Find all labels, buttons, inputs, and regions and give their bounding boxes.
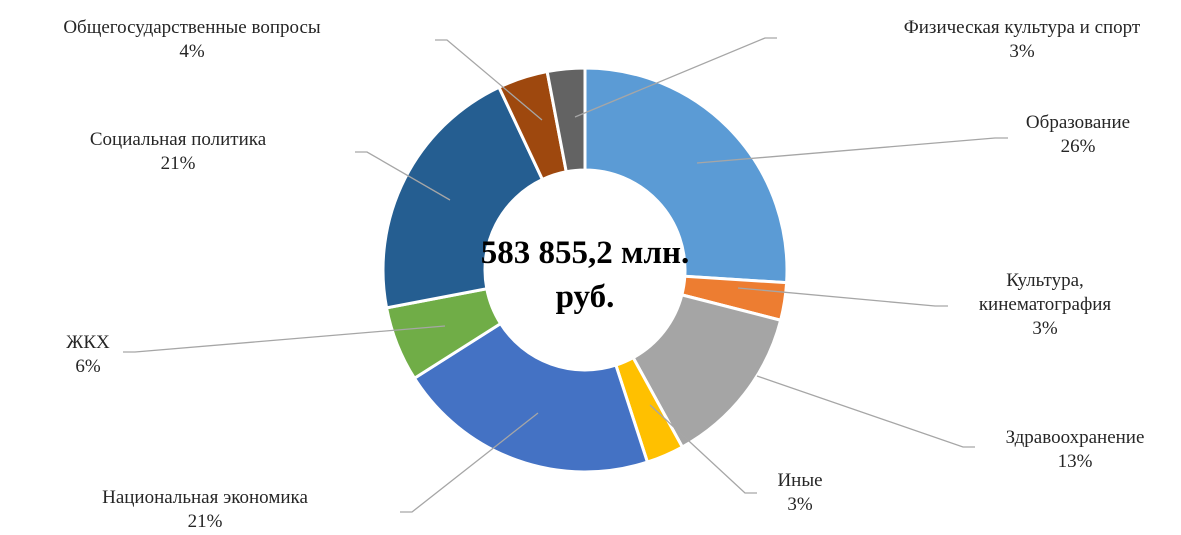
data-label: Образование 26% bbox=[1026, 111, 1130, 159]
category-label: ЖКХ bbox=[66, 332, 110, 353]
category-label: Физическая культура и спорт bbox=[903, 17, 1141, 38]
value-label: 3% bbox=[1009, 41, 1035, 62]
category-label: Национальная экономика bbox=[102, 487, 308, 508]
data-label: Общегосударственные вопросы 4% bbox=[63, 16, 320, 64]
donut-segment bbox=[412, 321, 650, 474]
leader-line bbox=[649, 404, 757, 494]
data-label: ЖКХ 6% bbox=[66, 331, 109, 379]
value-label: 21% bbox=[187, 511, 223, 532]
data-label: Иные 3% bbox=[777, 469, 822, 517]
category-label: Общегосударственные вопросы bbox=[63, 17, 321, 38]
value-label: 3% bbox=[787, 494, 813, 515]
category-label: Иные bbox=[777, 470, 823, 491]
value-label: 21% bbox=[160, 153, 196, 174]
donut-segment bbox=[381, 85, 545, 310]
value-label: 6% bbox=[75, 356, 101, 377]
category-label: Здравоохранение bbox=[1005, 427, 1145, 448]
value-label: 13% bbox=[1057, 451, 1093, 472]
value-label: 26% bbox=[1060, 136, 1096, 157]
leader-line bbox=[574, 37, 777, 118]
data-label: Здравоохранение 13% bbox=[1006, 426, 1145, 474]
donut-segment bbox=[545, 66, 587, 174]
leader-line bbox=[123, 325, 446, 353]
data-label: Национальная экономика 21% bbox=[102, 486, 308, 534]
category-label: Социальная политика bbox=[89, 129, 267, 150]
value-label: 4% bbox=[179, 41, 205, 62]
value-label: 3% bbox=[1032, 318, 1058, 339]
data-label: Социальная политика 21% bbox=[90, 128, 266, 176]
leader-line bbox=[696, 137, 1008, 164]
category-label: Образование bbox=[1025, 112, 1131, 133]
center-text: 583 855,2 млн. руб. bbox=[480, 235, 690, 315]
leader-line bbox=[355, 151, 451, 201]
leader-line bbox=[756, 375, 975, 448]
leader-line bbox=[737, 287, 948, 307]
leader-line bbox=[400, 412, 539, 513]
donut-segment bbox=[583, 66, 789, 285]
leader-line bbox=[435, 39, 543, 121]
data-label: Физическая культура и спорт 3% bbox=[904, 16, 1140, 64]
data-label: Культура, кинематография 3% bbox=[970, 269, 1120, 341]
category-label: Культура, кинематография bbox=[978, 270, 1112, 315]
